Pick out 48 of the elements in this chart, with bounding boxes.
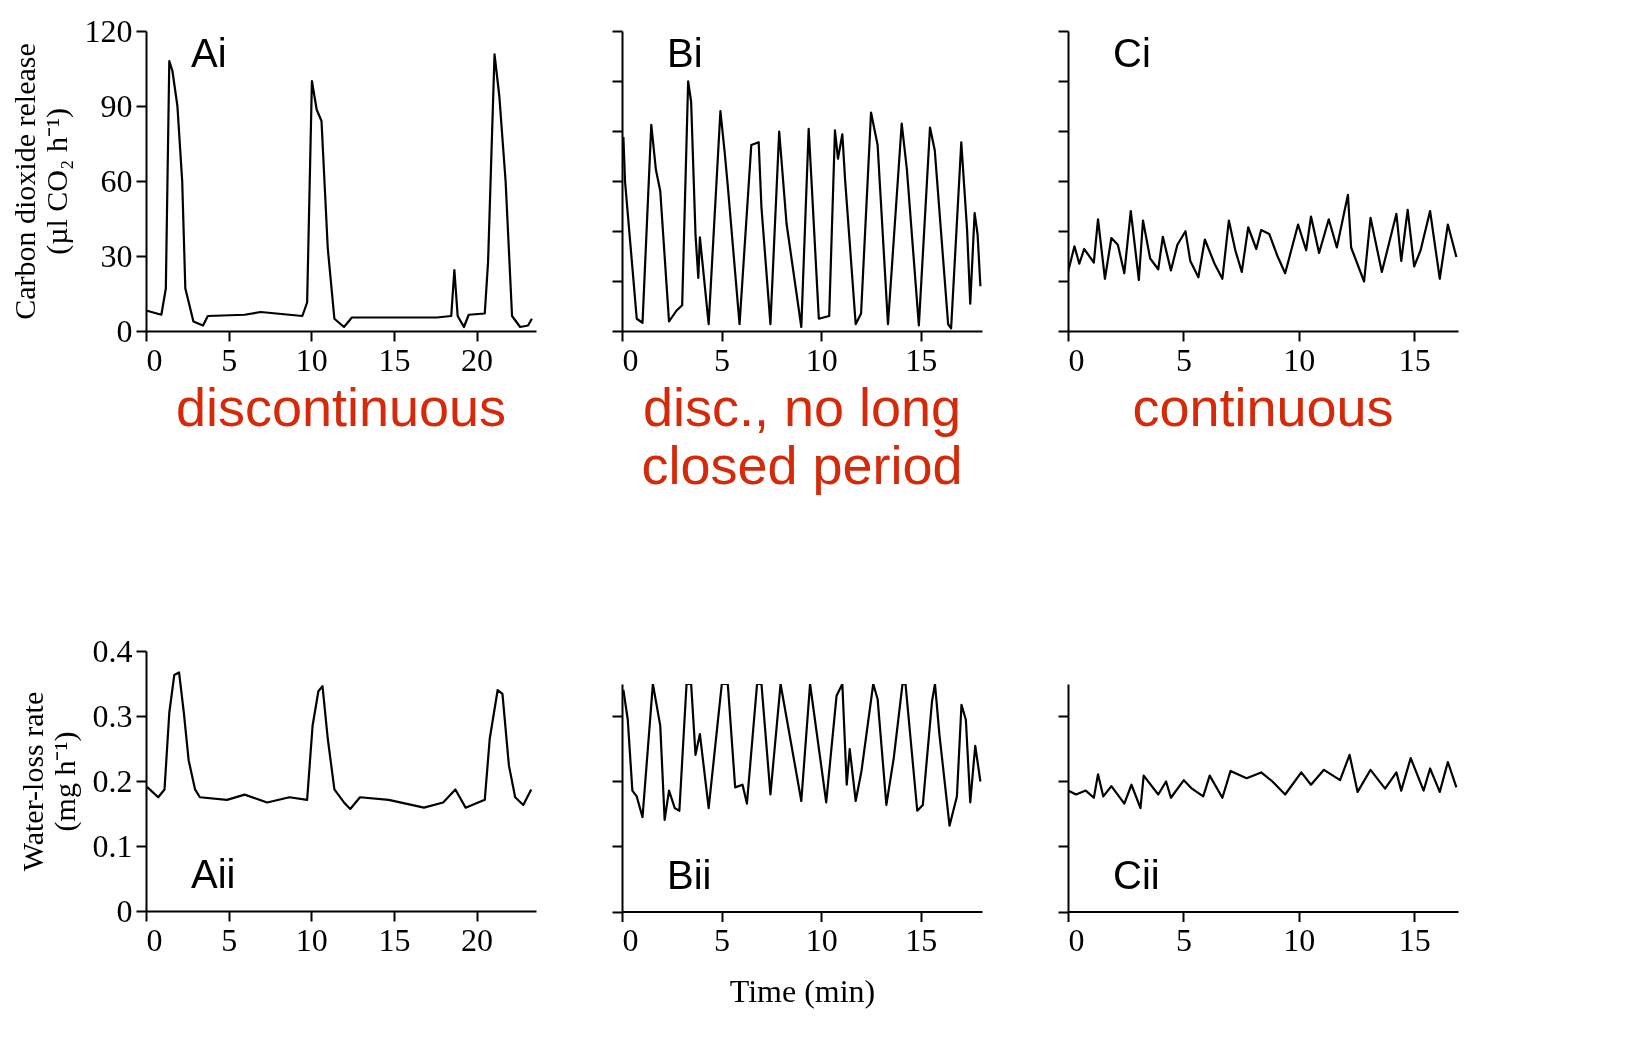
x-tick-label: 0: [622, 341, 639, 378]
x-axis-title: Time (min): [729, 973, 876, 1009]
annotation: Ci: [1113, 31, 1151, 75]
x-tick-label: 5: [714, 341, 731, 378]
y-tick-label: 0.2: [92, 762, 133, 799]
text: continuous: [1132, 377, 1394, 437]
y-tick-label: 30: [100, 237, 133, 274]
x-tick-label: 10: [295, 341, 328, 378]
y-tick-label: 0.3: [92, 697, 133, 734]
x-tick-label: 15: [1398, 341, 1431, 378]
x-tick-label: 15: [905, 922, 938, 958]
x-tick-label: 5: [1175, 922, 1192, 958]
text: discontinuous: [175, 377, 507, 437]
y-axis-title: Carbon dioxide release (µl CO₂ h⁻¹): [7, 43, 74, 320]
y-tick-label: 0: [116, 892, 133, 929]
x-tick-label: 20: [461, 341, 494, 378]
annotation: Ai: [191, 31, 227, 75]
x-tick-label: 15: [1398, 922, 1431, 958]
y-tick-label: 0.1: [92, 827, 133, 864]
annotation: Bi: [667, 31, 703, 75]
x-tick-label: 20: [461, 921, 494, 958]
x-tick-label: 5: [714, 922, 731, 958]
y-tick-label: 60: [100, 162, 133, 199]
x-tick-label: 5: [221, 341, 238, 378]
x-tick-label: 10: [805, 922, 838, 958]
y-tick-label: 120: [84, 12, 133, 49]
x-tick-label: 0: [622, 922, 639, 958]
annotation: Bii: [667, 852, 712, 897]
x-tick-label: 0: [1068, 922, 1085, 958]
x-tick-label: 0: [1068, 341, 1085, 378]
x-tick-label: 15: [378, 341, 411, 378]
annotation: Cii: [1113, 852, 1160, 897]
x-tick-label: 15: [378, 921, 411, 958]
x-tick-label: 10: [1283, 922, 1316, 958]
annotation: Aii: [191, 852, 236, 896]
x-tick-label: 5: [1175, 341, 1192, 378]
x-tick-label: 10: [1283, 341, 1316, 378]
x-tick-label: 10: [295, 921, 328, 958]
x-tick-label: 0: [146, 921, 163, 958]
x-tick-label: 0: [146, 341, 163, 378]
y-tick-label: 90: [100, 87, 133, 124]
y-tick-label: 0: [116, 312, 133, 349]
x-tick-label: 5: [221, 921, 238, 958]
x-tick-label: 10: [805, 341, 838, 378]
y-axis-title: Water-loss rate (mg h⁻¹): [15, 691, 82, 872]
y-tick-label: 0.4: [92, 632, 133, 669]
text: disc., no long closed period: [641, 377, 963, 495]
x-tick-label: 15: [905, 341, 938, 378]
